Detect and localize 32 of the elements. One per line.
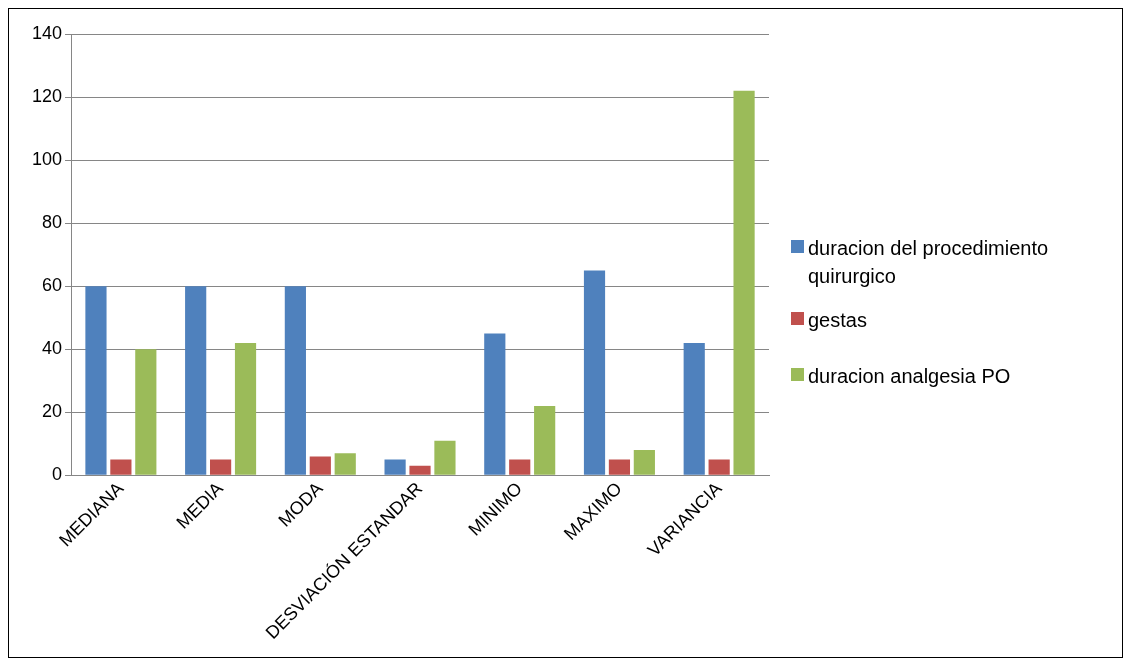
bar bbox=[733, 90, 755, 475]
bar bbox=[234, 342, 257, 475]
legend-label: gestas bbox=[808, 308, 867, 333]
bar bbox=[135, 349, 157, 475]
y-tick-label: 80 bbox=[42, 212, 63, 233]
bar bbox=[384, 459, 406, 475]
bar bbox=[608, 459, 631, 475]
y-tick-label: 40 bbox=[42, 338, 63, 359]
bar bbox=[534, 405, 556, 475]
y-tick-label: 20 bbox=[42, 401, 63, 422]
bar bbox=[434, 440, 456, 475]
bar bbox=[708, 459, 730, 475]
bar bbox=[284, 286, 306, 475]
bar bbox=[484, 333, 506, 475]
bar bbox=[309, 456, 331, 475]
bar bbox=[85, 286, 107, 475]
legend-label: duracion del procedimiento quirurgico bbox=[808, 236, 1050, 289]
legend-label: duracion analgesia PO bbox=[808, 364, 1011, 389]
bar bbox=[633, 450, 655, 475]
bar bbox=[583, 270, 606, 475]
bar bbox=[210, 459, 232, 475]
bar bbox=[409, 465, 431, 475]
bar bbox=[683, 342, 705, 475]
bar bbox=[185, 286, 207, 475]
y-tick-label: 60 bbox=[42, 275, 63, 296]
y-tick-label: 100 bbox=[31, 149, 63, 170]
bar bbox=[509, 459, 531, 475]
y-tick-label: 140 bbox=[31, 22, 63, 43]
bar bbox=[110, 459, 132, 475]
y-tick-label: 120 bbox=[31, 86, 63, 107]
bar bbox=[334, 453, 356, 475]
y-tick-label: 0 bbox=[52, 464, 63, 485]
